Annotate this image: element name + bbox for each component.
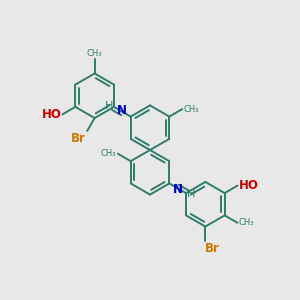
Text: Br: Br [71,131,86,145]
Text: HO: HO [238,179,258,192]
Text: CH₃: CH₃ [238,218,254,227]
Text: CH₃: CH₃ [184,105,199,114]
Text: CH₃: CH₃ [101,149,116,158]
Text: N: N [173,183,183,196]
Text: Br: Br [205,242,220,255]
Text: H: H [105,101,113,111]
Text: HO: HO [42,108,62,121]
Text: CH₃: CH₃ [87,49,102,58]
Text: H: H [187,189,195,199]
Text: N: N [117,104,127,117]
